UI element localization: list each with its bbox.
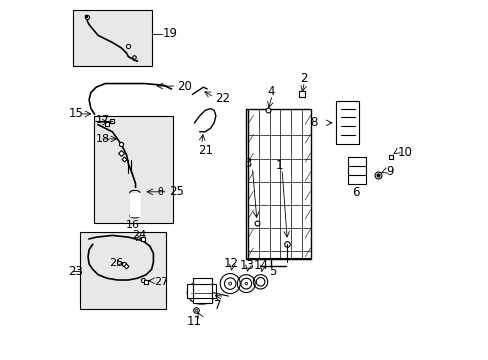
Text: 27: 27	[154, 277, 168, 287]
Bar	[335, 102, 358, 144]
Text: 23: 23	[67, 265, 82, 278]
Text: 9: 9	[386, 165, 393, 177]
Text: 11: 11	[186, 315, 202, 328]
Text: 19: 19	[163, 27, 178, 40]
Bar	[192, 278, 212, 303]
Text: 1: 1	[275, 159, 283, 172]
Text: 3: 3	[244, 157, 251, 170]
Text: 15: 15	[69, 107, 83, 120]
Bar	[94, 116, 173, 223]
Text: θ: θ	[157, 187, 163, 197]
Bar	[73, 10, 151, 66]
Bar	[80, 232, 165, 309]
Text: 4: 4	[267, 85, 274, 98]
Text: 26: 26	[108, 258, 122, 268]
Text: 16: 16	[126, 220, 140, 230]
Text: 25: 25	[168, 185, 183, 198]
Text: 6: 6	[351, 186, 359, 199]
Text: 18: 18	[95, 134, 109, 144]
Text: 24: 24	[132, 230, 146, 240]
Bar	[187, 284, 216, 298]
Bar	[247, 109, 310, 258]
Text: 17: 17	[95, 115, 109, 125]
Text: 12: 12	[223, 257, 238, 270]
Text: 5: 5	[268, 265, 276, 278]
Text: 7: 7	[214, 299, 221, 312]
Text: 8: 8	[310, 116, 317, 129]
Bar	[187, 284, 216, 298]
Bar	[130, 193, 140, 216]
Text: 2: 2	[299, 72, 306, 85]
Bar	[192, 278, 212, 303]
Text: 21: 21	[198, 144, 213, 157]
Text: 13: 13	[239, 258, 254, 271]
Text: 22: 22	[215, 92, 230, 105]
Text: 14: 14	[253, 259, 268, 272]
Text: 20: 20	[177, 80, 192, 93]
Bar	[130, 193, 140, 216]
Text: 10: 10	[397, 146, 411, 159]
